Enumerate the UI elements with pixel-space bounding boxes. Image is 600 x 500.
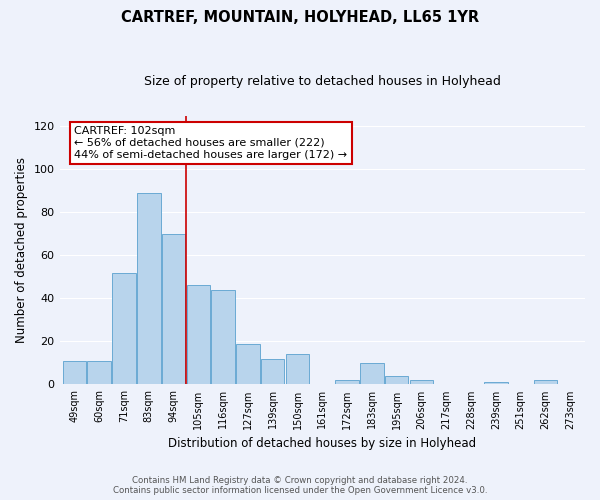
Bar — [187, 286, 210, 384]
Bar — [335, 380, 359, 384]
Y-axis label: Number of detached properties: Number of detached properties — [15, 157, 28, 343]
Text: CARTREF: 102sqm
← 56% of detached houses are smaller (222)
44% of semi-detached : CARTREF: 102sqm ← 56% of detached houses… — [74, 126, 347, 160]
X-axis label: Distribution of detached houses by size in Holyhead: Distribution of detached houses by size … — [168, 437, 476, 450]
Bar — [137, 193, 161, 384]
Bar — [360, 363, 383, 384]
Bar — [112, 272, 136, 384]
Bar — [261, 358, 284, 384]
Bar — [211, 290, 235, 384]
Bar — [62, 361, 86, 384]
Title: Size of property relative to detached houses in Holyhead: Size of property relative to detached ho… — [144, 75, 501, 88]
Bar — [162, 234, 185, 384]
Bar — [533, 380, 557, 384]
Bar — [88, 361, 111, 384]
Text: CARTREF, MOUNTAIN, HOLYHEAD, LL65 1YR: CARTREF, MOUNTAIN, HOLYHEAD, LL65 1YR — [121, 10, 479, 25]
Bar — [385, 376, 409, 384]
Bar — [484, 382, 508, 384]
Text: Contains HM Land Registry data © Crown copyright and database right 2024.
Contai: Contains HM Land Registry data © Crown c… — [113, 476, 487, 495]
Bar — [236, 344, 260, 384]
Bar — [286, 354, 309, 384]
Bar — [410, 380, 433, 384]
